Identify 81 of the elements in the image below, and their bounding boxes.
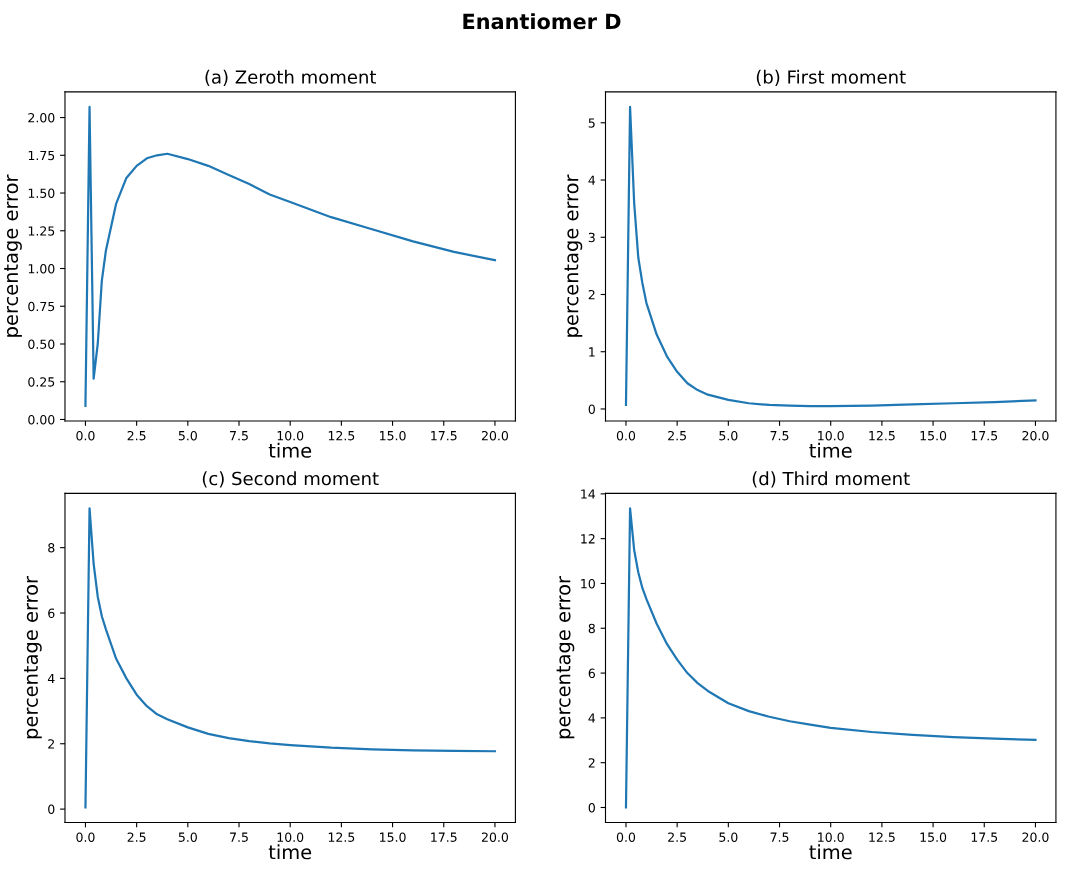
line-series (624, 105, 1037, 408)
x-axis-title: time (268, 844, 312, 860)
x-tick-label: 12.5 (328, 832, 355, 842)
x-tick-label: 7.5 (770, 832, 789, 842)
x-tick-label: 17.5 (971, 431, 998, 441)
y-tick-label: 2 (48, 739, 55, 749)
y-tick-label: 5 (588, 118, 595, 128)
y-tick-label: 2 (588, 289, 595, 300)
y-tick-label: 2 (588, 758, 595, 768)
chart-title: (b) First moment (756, 69, 906, 86)
x-axis-title: time (268, 442, 312, 458)
x-tick-label: 15.0 (380, 430, 406, 441)
x-tick-label: 5.0 (719, 430, 738, 441)
y-tick-label: 0.00 (28, 414, 55, 425)
y-tick-label: 8 (48, 543, 55, 553)
x-tick-label: 7.5 (230, 431, 248, 441)
x-tick-label: 20.0 (1022, 430, 1049, 441)
y-tick-label: 1.50 (28, 188, 55, 198)
chart-title: (c) Second moment (202, 471, 379, 488)
x-tick-label: 10.0 (818, 832, 844, 842)
y-tick-label: 10 (581, 578, 595, 589)
x-tick-label: 17.5 (971, 832, 998, 842)
y-tick-label: 6 (588, 668, 595, 678)
y-tick-label: 1.75 (28, 150, 55, 161)
line-series (84, 105, 497, 407)
chart-title: (a) Zeroth moment (205, 69, 377, 86)
x-tick-label: 10.0 (277, 832, 304, 842)
x-axis-title: time (809, 844, 852, 860)
y-tick-label: 8 (588, 623, 595, 634)
x-tick-label: 0.0 (616, 430, 636, 441)
y-tick-label: 0.50 (28, 339, 55, 349)
y-axis-title: percentage error (4, 174, 22, 337)
x-tick-label: 2.5 (127, 430, 146, 441)
x-tick-label: 15.0 (920, 832, 947, 842)
x-tick-label: 12.5 (869, 430, 895, 441)
y-axis-title: percentage error (564, 174, 583, 337)
y-tick-label: 1.00 (28, 263, 55, 274)
y-tick-label: 2.00 (28, 113, 55, 123)
x-tick-label: 15.0 (380, 832, 406, 842)
y-tick-label: 0.75 (28, 301, 55, 312)
line-series (84, 507, 497, 809)
x-tick-label: 0.0 (76, 430, 95, 441)
x-tick-label: 12.5 (328, 430, 355, 441)
x-tick-label: 5.0 (178, 430, 197, 441)
y-tick-label: 4 (588, 713, 596, 723)
x-tick-label: 7.5 (770, 431, 789, 441)
y-tick-label: 0 (588, 802, 595, 813)
x-tick-label: 2.5 (127, 832, 146, 842)
x-tick-label: 7.5 (230, 832, 248, 842)
x-tick-label: 2.5 (668, 832, 686, 842)
x-tick-label: 0.0 (616, 832, 636, 842)
x-tick-label: 5.0 (719, 832, 738, 842)
y-axis-title: percentage error (24, 575, 42, 739)
x-tick-label: 17.5 (431, 431, 457, 441)
x-tick-label: 20.0 (481, 832, 509, 842)
y-tick-label: 0 (588, 404, 595, 414)
x-tick-label: 10.0 (818, 430, 844, 441)
x-tick-label: 17.5 (431, 832, 457, 842)
x-tick-label: 2.5 (668, 430, 686, 441)
y-tick-label: 0 (48, 804, 55, 815)
y-tick-label: 1.25 (28, 226, 55, 236)
y-tick-label: 6 (48, 608, 55, 618)
y-tick-label: 14 (581, 489, 596, 499)
x-tick-label: 0.0 (76, 832, 95, 842)
x-tick-label: 10.0 (277, 430, 304, 441)
x-axis-title: time (809, 442, 852, 458)
chart-title: (d) Third moment (752, 471, 910, 488)
y-tick-label: 4 (47, 674, 55, 684)
x-tick-label: 5.0 (178, 832, 197, 842)
y-tick-label: 12 (581, 534, 595, 544)
y-tick-label: 1 (589, 347, 595, 357)
x-tick-label: 20.0 (1022, 832, 1049, 842)
x-tick-label: 12.5 (869, 832, 895, 842)
x-tick-label: 20.0 (481, 430, 509, 441)
x-tick-label: 15.0 (920, 430, 947, 441)
y-tick-label: 4 (588, 175, 596, 185)
y-tick-label: 0.25 (28, 377, 55, 387)
y-axis-title: percentage error (556, 575, 575, 739)
text: Enantiomer D (463, 13, 621, 30)
y-tick-label: 3 (588, 232, 595, 243)
line-series (624, 507, 1037, 809)
